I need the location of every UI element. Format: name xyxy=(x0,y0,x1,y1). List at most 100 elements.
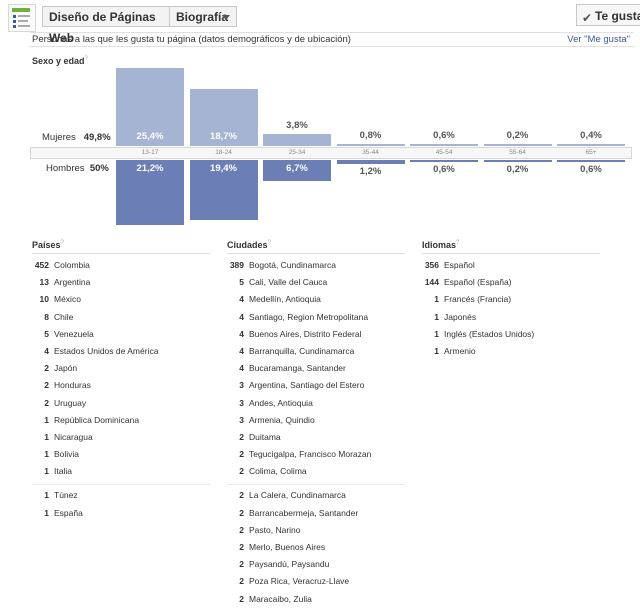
item-count: 2 xyxy=(44,363,49,374)
list-item: 4 Santiago, Region Metropolitana xyxy=(227,312,405,329)
page-name-button[interactable]: Diseño de Páginas Web xyxy=(42,6,170,45)
item-count: 2 xyxy=(239,449,244,460)
item-count: 2 xyxy=(239,524,244,535)
item-count: 5 xyxy=(239,277,244,288)
item-count: 2 xyxy=(239,593,244,604)
list-item: 2 Barrancabermeja, Santander xyxy=(227,508,405,525)
list-item: 389 Bogotá, Cundinamarca xyxy=(227,260,405,277)
men-bar xyxy=(263,160,331,181)
help-icon[interactable]: ? xyxy=(456,240,460,246)
item-count: 10 xyxy=(39,294,49,305)
item-name: Barranquilla, Cundinamarca xyxy=(249,345,355,356)
list-item: 356 Español xyxy=(422,260,600,277)
list-item: 2 La Calera, Cundinamarca xyxy=(227,490,405,507)
women-value-label: 25,4% xyxy=(136,131,164,142)
item-name: Bogotá, Cundinamarca xyxy=(249,260,336,270)
item-count: 2 xyxy=(239,559,244,570)
item-name: Tegucigalpa, Francisco Morazan xyxy=(249,449,372,460)
item-name: Bolivia xyxy=(54,449,80,460)
women-bar xyxy=(336,143,405,146)
help-icon[interactable]: ? xyxy=(267,240,271,246)
men-value-label: 1,2% xyxy=(359,165,382,177)
languages-title: Idiomas? xyxy=(422,240,600,254)
men-value-label: 0,6% xyxy=(433,164,455,175)
help-icon[interactable]: ? xyxy=(84,56,88,62)
countries-title: Países? xyxy=(32,240,210,254)
item-count: 4 xyxy=(239,294,244,305)
list-item: 2 Paysandú, Paysandu xyxy=(227,559,405,576)
cities-column: Ciudades? 389 Bogotá, Cundinamarca 5 Cali, … xyxy=(227,240,405,611)
age-tick-label: 65+ xyxy=(585,149,597,156)
men-bar xyxy=(189,160,258,220)
item-name: Español (España) xyxy=(444,277,512,288)
women-bar xyxy=(410,144,478,146)
category-dropdown[interactable]: Biografía xyxy=(169,6,237,27)
item-count: 1 xyxy=(44,431,49,442)
item-name: Francés (Francia) xyxy=(444,294,512,305)
section-header: Personas a las que les gusta tu página (… xyxy=(30,32,634,47)
women-value-label: 3,8% xyxy=(286,120,308,132)
men-bar xyxy=(557,160,625,162)
list-item: 3 Andes, Antioquia xyxy=(227,398,405,415)
help-icon[interactable]: ? xyxy=(60,240,64,246)
item-count: 1 xyxy=(44,507,49,518)
list-item: 2 Tegucigalpa, Francisco Morazan xyxy=(227,449,405,466)
women-bar xyxy=(189,88,258,146)
item-name: Pasto, Narino xyxy=(249,524,301,535)
page-logo-icon[interactable] xyxy=(8,4,36,32)
list-item: 2 Maracaibo, Zulia xyxy=(227,594,405,611)
list-item: 1 España xyxy=(32,508,210,525)
item-name: Uruguay xyxy=(54,397,87,408)
item-name: Poza Rica, Veracruz-Llave xyxy=(249,576,350,587)
men-value-label: 0,6% xyxy=(580,164,602,175)
chevron-down-icon xyxy=(222,15,230,20)
item-count: 2 xyxy=(239,490,244,501)
women-value-label: 18,7% xyxy=(210,131,237,142)
item-name: Merlo, Buenos Aires xyxy=(249,542,326,552)
item-name: Cali, Valle del Cauca xyxy=(249,277,328,288)
item-name: Paysandú, Paysandu xyxy=(249,559,330,570)
item-name: Bucaramanga, Santander xyxy=(249,363,346,374)
list-item: 1 Inglés (Estados Unidos) xyxy=(422,329,600,346)
item-name: Venezuela xyxy=(54,328,94,339)
languages-column: Idiomas? 356 Español 144 Español (España) 1 F… xyxy=(422,240,600,363)
item-count: 389 xyxy=(229,260,244,270)
page-header: Diseño de Páginas Web Biografía ✔ Te gus… xyxy=(0,0,640,45)
item-count: 1 xyxy=(434,311,439,322)
list-item: 4 Buenos Aires, Distrito Federal xyxy=(227,329,405,346)
cities-list: 389 Bogotá, Cundinamarca 5 Cali, Valle del … xyxy=(227,260,405,611)
item-name: Colombia xyxy=(54,260,90,270)
item-name: Duitama xyxy=(249,431,281,442)
like-button[interactable]: ✔ Te gusta xyxy=(576,4,640,26)
list-item: 4 Estados Unidos de América xyxy=(32,346,210,363)
list-item: 3 Argentina, Santiago del Estero xyxy=(227,380,405,397)
women-bar xyxy=(263,134,331,146)
item-name: Japón xyxy=(54,363,78,374)
item-name: Buenos Aires, Distrito Federal xyxy=(249,328,362,339)
men-value-label: 19,4% xyxy=(210,163,237,174)
list-item: 2 Colima, Colima xyxy=(227,466,405,483)
item-count: 2 xyxy=(44,397,49,408)
men-value-label: 0,2% xyxy=(506,164,529,175)
list-divider xyxy=(227,484,405,490)
like-button-label: Te gusta xyxy=(595,9,640,23)
item-count: 4 xyxy=(239,311,244,322)
item-count: 2 xyxy=(239,507,244,518)
women-bar xyxy=(557,144,625,146)
item-name: Armenia, Quindio xyxy=(249,414,315,425)
item-name: Barrancabermeja, Santander xyxy=(249,507,359,518)
item-name: Argentina xyxy=(54,277,91,288)
demographics-title: Sexo y edad? xyxy=(32,56,88,66)
list-item: 3 Armenia, Quindio xyxy=(227,415,405,432)
men-total: 50% xyxy=(89,163,109,174)
item-name: México xyxy=(54,294,81,305)
countries-list: 452 Colombia 13 Argentina 10 México 8 Chile 5 Ven… xyxy=(32,260,210,525)
item-name: Italia xyxy=(54,466,72,477)
see-likes-link[interactable]: Ver "Me gusta" xyxy=(567,34,630,45)
list-item: 2 Duitama xyxy=(227,432,405,449)
age-axis-strip xyxy=(30,147,632,159)
list-item: 4 Bucaramanga, Santander xyxy=(227,363,405,380)
list-item: 1 Japonés xyxy=(422,312,600,329)
item-name: Maracaibo, Zulia xyxy=(249,593,312,604)
item-name: Santiago, Region Metropolitana xyxy=(249,311,369,322)
